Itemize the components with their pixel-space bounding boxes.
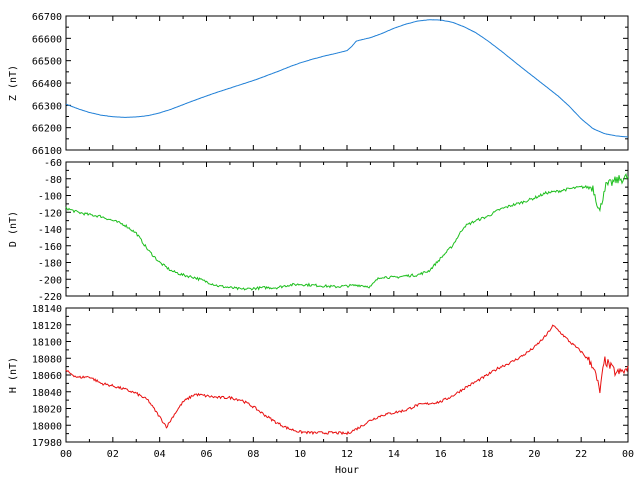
d-ytick-label: -60 <box>44 158 62 169</box>
h-ytick-label: 18120 <box>32 321 62 332</box>
z-series-line <box>65 19 629 138</box>
h-ytick-label: 18080 <box>32 354 62 365</box>
x-tick-label: 06 <box>200 449 212 460</box>
d-ytick-label: -80 <box>44 175 62 186</box>
d-ytick-label: -220 <box>38 292 62 303</box>
x-tick-label: 18 <box>481 449 493 460</box>
d-ytick-label: -200 <box>38 275 62 286</box>
x-tick-label: 04 <box>154 449 166 460</box>
h-ytick-label: 18100 <box>32 338 62 349</box>
z-ytick-label: 66500 <box>32 57 62 68</box>
d-series-line <box>65 172 629 291</box>
d-ytick-label: -140 <box>38 225 62 236</box>
h-ytick-label: 18020 <box>32 405 62 416</box>
d-axis-label: D (nT) <box>8 211 19 247</box>
d-ytick-label: -160 <box>38 242 62 253</box>
h-ytick-label: 17980 <box>32 438 62 449</box>
z-plot-frame <box>65 15 629 151</box>
z-ytick-label: 66400 <box>32 79 62 90</box>
d-ytick-label: -120 <box>38 208 62 219</box>
x-tick-label: 02 <box>107 449 119 460</box>
h-ytick-label: 18140 <box>32 304 62 315</box>
h-ytick-label: 18040 <box>32 388 62 399</box>
h-plot-frame <box>65 307 629 443</box>
x-tick-label: 22 <box>575 449 587 460</box>
h-ytick-label: 18060 <box>32 371 62 382</box>
x-tick-label: 00 <box>60 449 72 460</box>
z-ytick-label: 66300 <box>32 101 62 112</box>
d-plot-frame <box>65 161 629 297</box>
z-ytick-label: 66100 <box>32 146 62 157</box>
h-ytick-label: 18000 <box>32 421 62 432</box>
x-tick-label: 10 <box>294 449 306 460</box>
d-ytick-label: -100 <box>38 192 62 203</box>
x-tick-label: 08 <box>247 449 259 460</box>
x-tick-label: 16 <box>435 449 447 460</box>
x-axis-label: Hour <box>335 465 359 476</box>
x-tick-label: 14 <box>388 449 400 460</box>
x-tick-label: 12 <box>341 449 353 460</box>
x-tick-label: 00 <box>622 449 634 460</box>
z-ytick-label: 66200 <box>32 124 62 135</box>
x-tick-label: 20 <box>528 449 540 460</box>
h-series-line <box>65 324 629 436</box>
d-ytick-label: -180 <box>38 259 62 270</box>
z-ytick-label: 66600 <box>32 34 62 45</box>
z-axis-label: Z (nT) <box>8 65 19 101</box>
z-ytick-label: 66700 <box>32 12 62 23</box>
h-axis-label: H (nT) <box>8 357 19 393</box>
